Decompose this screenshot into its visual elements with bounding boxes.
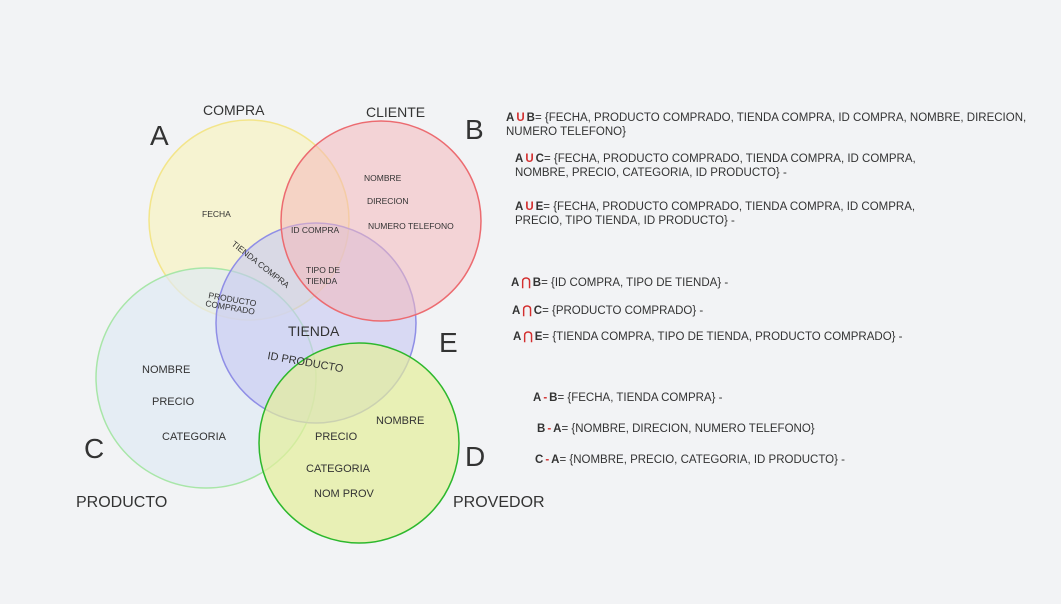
equation-result: = {ID COMPRA, TIPO DE TIENDA} - [541, 277, 729, 289]
equation-b-minus-a: B - A= {NOMBRE, DIRECION, NUMERO TELEFONO} [537, 422, 815, 436]
equation-right-set: A [553, 423, 562, 435]
equation-left-set: B [537, 423, 546, 435]
equation-result: = {FECHA, PRODUCTO COMPRADO, TIENDA COMP… [534, 112, 1027, 124]
equation-operator: ⋂ [522, 305, 532, 317]
equation-a-inter-b: A ⋂ B= {ID COMPRA, TIPO DE TIENDA} - [511, 276, 728, 290]
set-c-name: PRODUCTO [76, 494, 167, 511]
equation-result-cont: NUMERO TELEFONO} [506, 126, 626, 138]
equation-left-set: C [535, 454, 544, 466]
equation-right-set: B [532, 277, 542, 289]
attr-precio-producto: PRECIO [152, 396, 195, 408]
equation-left-set: A [533, 392, 542, 404]
attr-nombre-producto: NOMBRE [142, 364, 190, 376]
equation-result: = {FECHA, TIENDA COMPRA} - [557, 392, 723, 404]
equation-a-minus-b: A - B= {FECHA, TIENDA COMPRA} - [533, 391, 722, 405]
attr-categoria-provedor: CATEGORIA [306, 463, 371, 475]
attr-fecha: FECHA [202, 209, 231, 219]
set-c-letter: C [84, 433, 104, 464]
equation-right-set: C [535, 153, 544, 165]
set-d-letter: D [465, 441, 485, 472]
equation-result-cont: PRECIO, TIPO TIENDA, ID PRODUCTO} - [515, 215, 735, 227]
attr-numero-telefono: NUMERO TELEFONO [368, 221, 454, 231]
attr-nombre-cliente: NOMBRE [364, 173, 402, 183]
equation-right-set: E [534, 331, 543, 343]
set-b-letter: B [465, 114, 484, 145]
equation-a-union-c: A U C= {FECHA, PRODUCTO COMPRADO, TIENDA C… [515, 152, 916, 180]
equation-a-inter-c: A ⋂ C= {PRODUCTO COMPRADO} - [512, 304, 703, 318]
attr-nom-prov: NOM PROV [314, 488, 375, 500]
attr-id-compra: ID COMPRA [291, 225, 340, 235]
equation-left-set: A [515, 153, 524, 165]
equation-right-set: E [535, 201, 544, 213]
set-d-circle[interactable] [258, 342, 460, 544]
equation-left-set: A [506, 112, 515, 124]
set-e-name: TIENDA [288, 323, 340, 339]
equation-result-cont: NOMBRE, PRECIO, CATEGORIA, ID PRODUCTO} … [515, 167, 787, 179]
equation-left-set: A [515, 201, 524, 213]
equation-operator: - [547, 423, 552, 435]
equation-operator: ⋂ [523, 331, 533, 343]
equation-result: = {NOMBRE, PRECIO, CATEGORIA, ID PRODUCT… [559, 454, 845, 466]
equation-right-set: B [549, 392, 558, 404]
equation-operator: U [525, 201, 534, 213]
equation-a-union-b: A U B= {FECHA, PRODUCTO COMPRADO, TIENDA C… [506, 111, 1026, 139]
equation-right-set: A [551, 454, 560, 466]
attr-direcion: DIRECION [367, 196, 409, 206]
set-d-name: PROVEDOR [453, 494, 545, 511]
equation-result: = {FECHA, PRODUCTO COMPRADO, TIENDA COMP… [543, 201, 916, 213]
equation-left-set: A [511, 277, 520, 289]
equation-operator: U [525, 153, 534, 165]
equation-operator: - [545, 454, 550, 466]
equation-left-set: A [513, 331, 522, 343]
set-a-name: COMPRA [203, 102, 265, 118]
attr-categoria-producto: CATEGORIA [162, 431, 227, 443]
equation-c-minus-a: C - A= {NOMBRE, PRECIO, CATEGORIA, ID PROD… [535, 453, 845, 467]
set-b-name: CLIENTE [366, 104, 425, 120]
set-a-letter: A [150, 120, 169, 151]
equation-result: = {FECHA, PRODUCTO COMPRADO, TIENDA COMP… [543, 153, 916, 165]
attr-nombre-provedor: NOMBRE [376, 415, 424, 427]
equation-operator: ⋂ [521, 277, 531, 289]
equation-result: = {PRODUCTO COMPRADO} - [542, 305, 704, 317]
equation-operator: - [543, 392, 548, 404]
set-b-circle[interactable] [280, 120, 482, 322]
equation-left-set: A [512, 305, 521, 317]
equation-a-inter-e: A ⋂ E= {TIENDA COMPRA, TIPO DE TIENDA, PRO… [513, 330, 903, 344]
equation-result: = {NOMBRE, DIRECION, NUMERO TELEFONO} [561, 423, 815, 435]
attr-tipo-tienda-2: TIENDA [306, 276, 338, 286]
equation-result: = {TIENDA COMPRA, TIPO DE TIENDA, PRODUC… [542, 331, 903, 343]
set-e-letter: E [439, 327, 458, 358]
equation-a-union-e: A U E= {FECHA, PRODUCTO COMPRADO, TIENDA C… [515, 200, 915, 228]
attr-precio-provedor: PRECIO [315, 431, 358, 443]
equation-right-set: B [526, 112, 535, 124]
set-circles [95, 119, 482, 544]
attr-tipo-tienda-1: TIPO DE [306, 265, 340, 275]
equation-right-set: C [533, 305, 543, 317]
equation-operator: U [516, 112, 525, 124]
